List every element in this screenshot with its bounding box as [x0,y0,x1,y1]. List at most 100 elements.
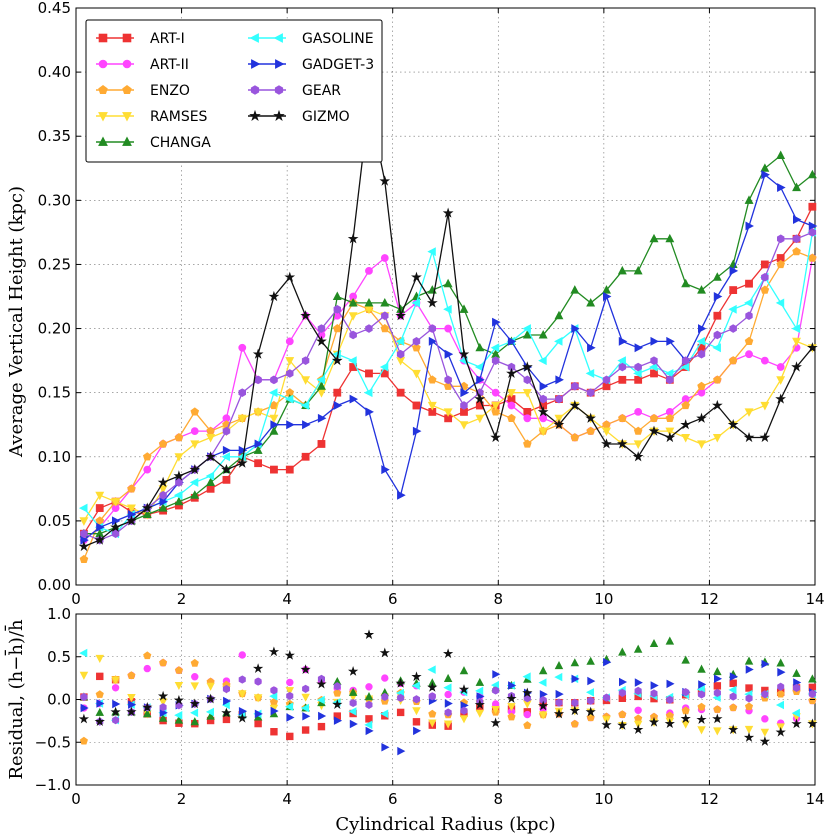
point-gizmo [458,348,470,359]
residual-point-ramses [174,681,184,691]
residual-series-art-i [80,672,817,741]
residual-point-ramses [412,707,421,716]
point-gizmo [236,457,248,468]
legend-swatch-marker [251,59,261,69]
point-ramses [237,414,247,424]
point-ramses [776,376,786,385]
residual-point-gadget-3 [492,670,501,679]
point-ramses [79,517,89,526]
residual-point-enzo [159,658,168,667]
residual-point-gadget-3 [112,699,121,709]
residual-point-ramses [111,676,120,685]
point-enzo [174,433,184,442]
residual-point-gizmo [759,736,771,746]
residual-xtick-label: 0 [71,790,81,808]
legend-swatch-marker [98,33,108,43]
point-gasoline [379,362,389,372]
residual-point-gear [365,700,373,709]
point-art-i [206,484,215,493]
point-gadget-3 [381,465,390,475]
legend-swatch-marker [122,59,132,69]
point-enzo [776,259,785,269]
residual-point-art-i [96,672,104,681]
point-gizmo [585,412,597,423]
residual-point-enzo [744,702,754,711]
point-changa [332,291,342,301]
point-enzo [127,484,136,493]
point-gear [222,426,231,436]
point-gasoline [268,388,278,398]
point-gizmo [268,290,280,302]
point-changa [792,182,801,192]
residual-point-gear [666,695,674,704]
point-gadget-3 [460,388,469,398]
residual-point-changa [744,656,754,665]
residual-point-gasoline [522,672,531,681]
residual-point-gizmo [316,678,327,689]
point-art-i [650,369,658,378]
residual-xtick-label: 4 [282,790,292,808]
main-ticks: 0 2 4 6 8 10 12 14 0.00 0.05 0.10 0.15 0.20 0.25 0.30 0… [38,0,825,608]
point-gadget-3 [302,420,311,430]
residual-point-art-i [729,679,737,687]
point-ramses [522,389,532,398]
residual-point-gadget-3 [397,746,406,756]
point-gear [270,375,278,385]
residual-point-ramses [428,719,437,728]
residual-point-changa [697,664,706,673]
point-gear [396,349,405,359]
residual-point-art-i [713,682,722,690]
point-ramses [348,312,358,321]
residual-point-gear [792,683,801,693]
residual-point-enzo [143,651,152,660]
point-gear [697,349,706,359]
point-gear [254,375,262,385]
point-gadget-3 [270,420,279,430]
residual-point-gasoline [427,665,436,674]
point-gizmo [648,425,660,436]
residual-point-gizmo [569,705,580,716]
main-xtick-label: 12 [700,590,719,608]
residual-point-gear [682,688,690,697]
point-gadget-3 [349,394,359,404]
residual-point-gizmo [411,671,422,682]
residual-point-gadget-3 [587,676,596,686]
point-ramses [507,389,516,398]
point-gadget-3 [159,497,169,507]
residual-point-gizmo [157,690,169,701]
residual-point-ramses [760,728,770,737]
residual-point-gizmo [363,629,375,640]
point-gear [523,375,532,385]
residual-point-gadget-3 [745,665,754,674]
legend-label: ART-I [150,31,185,47]
point-gasoline [538,356,547,366]
point-art-i [222,475,231,484]
point-gizmo [680,419,692,430]
point-ramses [712,433,722,443]
point-changa [681,278,691,288]
point-gasoline [490,343,500,353]
legend-swatch-marker [98,85,108,94]
point-gizmo [78,540,90,552]
residual-xtick-label: 10 [594,790,613,808]
main-ytick-label: 0.20 [38,320,71,338]
point-enzo [681,400,690,410]
main-xtick-label: 4 [282,590,292,608]
point-ramses [475,414,485,424]
residual-point-gear [302,684,310,693]
residual-point-gasoline [443,683,452,692]
point-enzo [412,343,421,352]
residual-point-gizmo [648,716,660,727]
residual-point-ramses [95,654,104,663]
point-art-ii [760,356,769,365]
point-gear [444,375,452,385]
residual-point-gear [745,694,753,703]
point-art-ii [539,414,548,423]
residual-point-gizmo [142,702,153,712]
point-enzo [713,375,722,384]
point-changa [760,163,770,172]
point-gizmo [696,412,707,423]
legend-swatch-marker [273,109,285,121]
point-gear [729,324,737,333]
residual-point-art-ii [365,683,373,691]
